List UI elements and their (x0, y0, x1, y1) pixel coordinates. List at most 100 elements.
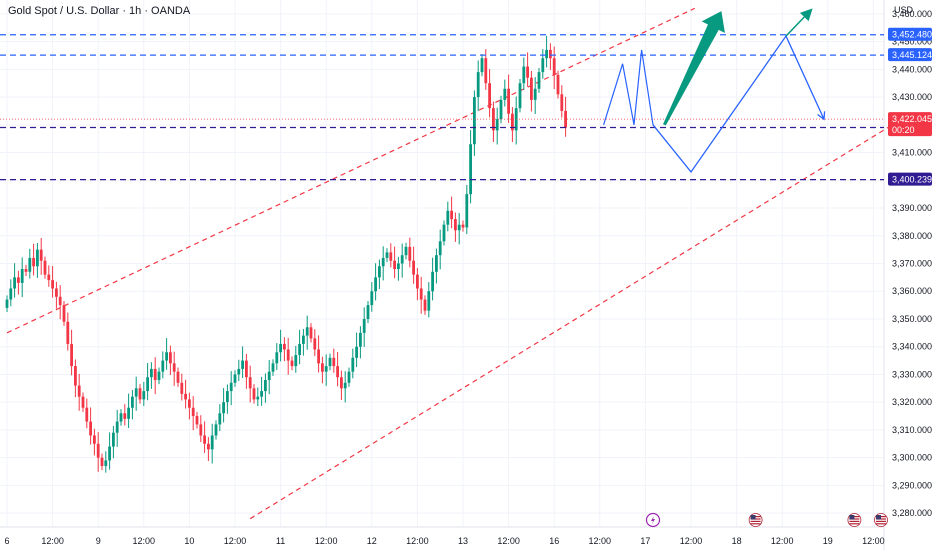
flag-stripe (750, 520, 761, 522)
candle (321, 356, 324, 384)
candle (5, 295, 9, 313)
candle-body (134, 388, 138, 397)
candle-body (503, 88, 507, 100)
candle (290, 356, 294, 371)
y-tick-label: 3,460.000 (892, 9, 932, 19)
projection-path (652, 34, 825, 174)
candle-body (286, 349, 290, 361)
candle-body (359, 332, 362, 347)
candle (233, 370, 237, 387)
candle (340, 370, 343, 400)
candle (199, 415, 203, 443)
candle (484, 49, 488, 90)
candle (256, 387, 260, 407)
channel-line (249, 124, 893, 520)
candle-body (245, 360, 248, 378)
candle-body (138, 388, 142, 400)
candle (260, 376, 263, 406)
level-badge-label: 3,445.124 (892, 50, 932, 60)
x-tick-label: 12:00 (680, 536, 703, 546)
candle-body (435, 255, 438, 272)
candle (157, 367, 161, 385)
y-tick-label: 3,390.000 (892, 203, 932, 213)
x-tick-label: 12:00 (133, 536, 156, 546)
candle (62, 300, 66, 326)
candle (70, 329, 73, 376)
candle (469, 130, 472, 204)
candle (237, 359, 241, 382)
flag-stripe (750, 523, 761, 525)
candle-body (203, 435, 206, 444)
candle-body (36, 249, 39, 267)
candle (32, 243, 35, 276)
candle (309, 323, 313, 343)
candle (207, 437, 210, 461)
candle (264, 373, 267, 403)
flag-stripe (849, 520, 860, 522)
y-tick-label: 3,290.000 (892, 480, 932, 490)
candle-body (454, 219, 457, 231)
current-price-badge-bg (888, 112, 932, 137)
candle-body (408, 246, 412, 261)
candle (461, 220, 465, 232)
y-tick-label: 3,320.000 (892, 397, 932, 407)
time-axis: 6 12:00 9 12:00 10 12:00 11 12:00 12 12:00 13 12:00… (4, 536, 884, 546)
candle (305, 315, 309, 350)
candle (108, 432, 111, 470)
candle-body (226, 391, 229, 403)
x-tick-label: 11 (276, 536, 285, 546)
grid (0, 0, 884, 527)
candle-body (499, 99, 503, 120)
candle-body (89, 421, 92, 436)
x-tick-label: 17 (640, 536, 650, 546)
candle-body (328, 357, 332, 367)
event-markers (645, 512, 888, 528)
candle-body (199, 424, 203, 436)
candle-body (260, 391, 263, 397)
candle (328, 353, 332, 371)
lightning-glyph (651, 516, 655, 524)
candle-body (279, 343, 282, 353)
y-tick-label: 3,440.000 (892, 64, 932, 74)
candle-body (518, 83, 522, 109)
level-badge-label: 3,400.239 (892, 175, 932, 185)
candle-body (100, 457, 104, 466)
candle-body (427, 291, 431, 311)
candle (93, 428, 96, 456)
zigzag-annotation (603, 49, 654, 125)
candle-body (176, 371, 180, 383)
x-tick-label: 12:00 (406, 536, 429, 546)
us-flag-icon (748, 513, 763, 527)
candle (408, 237, 412, 268)
candle (195, 411, 199, 429)
candle (530, 71, 533, 112)
candle-body (393, 260, 396, 270)
candle (271, 359, 275, 376)
candle-body (252, 388, 256, 400)
candle (74, 359, 77, 398)
x-tick-label: 18 (732, 536, 742, 546)
y-tick-label: 3,340.000 (892, 342, 932, 352)
candle-body (58, 296, 62, 306)
x-tick-label: 12:00 (862, 536, 885, 546)
candle-body (290, 360, 294, 367)
candle-body (210, 435, 214, 450)
candle-body (32, 257, 35, 267)
candle (13, 263, 16, 298)
candle-body (324, 366, 328, 372)
candle (393, 246, 396, 279)
x-tick-label: 6 (4, 536, 9, 546)
candle-body (416, 274, 419, 289)
candle (492, 101, 495, 143)
y-tick-label: 3,310.000 (892, 425, 932, 435)
candle-body (191, 407, 195, 417)
candle-body (267, 371, 271, 380)
level-badge-bg (888, 172, 932, 186)
candle (28, 248, 32, 279)
x-tick-label: 13 (458, 536, 468, 546)
candle-body (469, 144, 472, 195)
candle (104, 451, 108, 473)
candle-body (9, 288, 13, 300)
candle-body (108, 446, 111, 461)
